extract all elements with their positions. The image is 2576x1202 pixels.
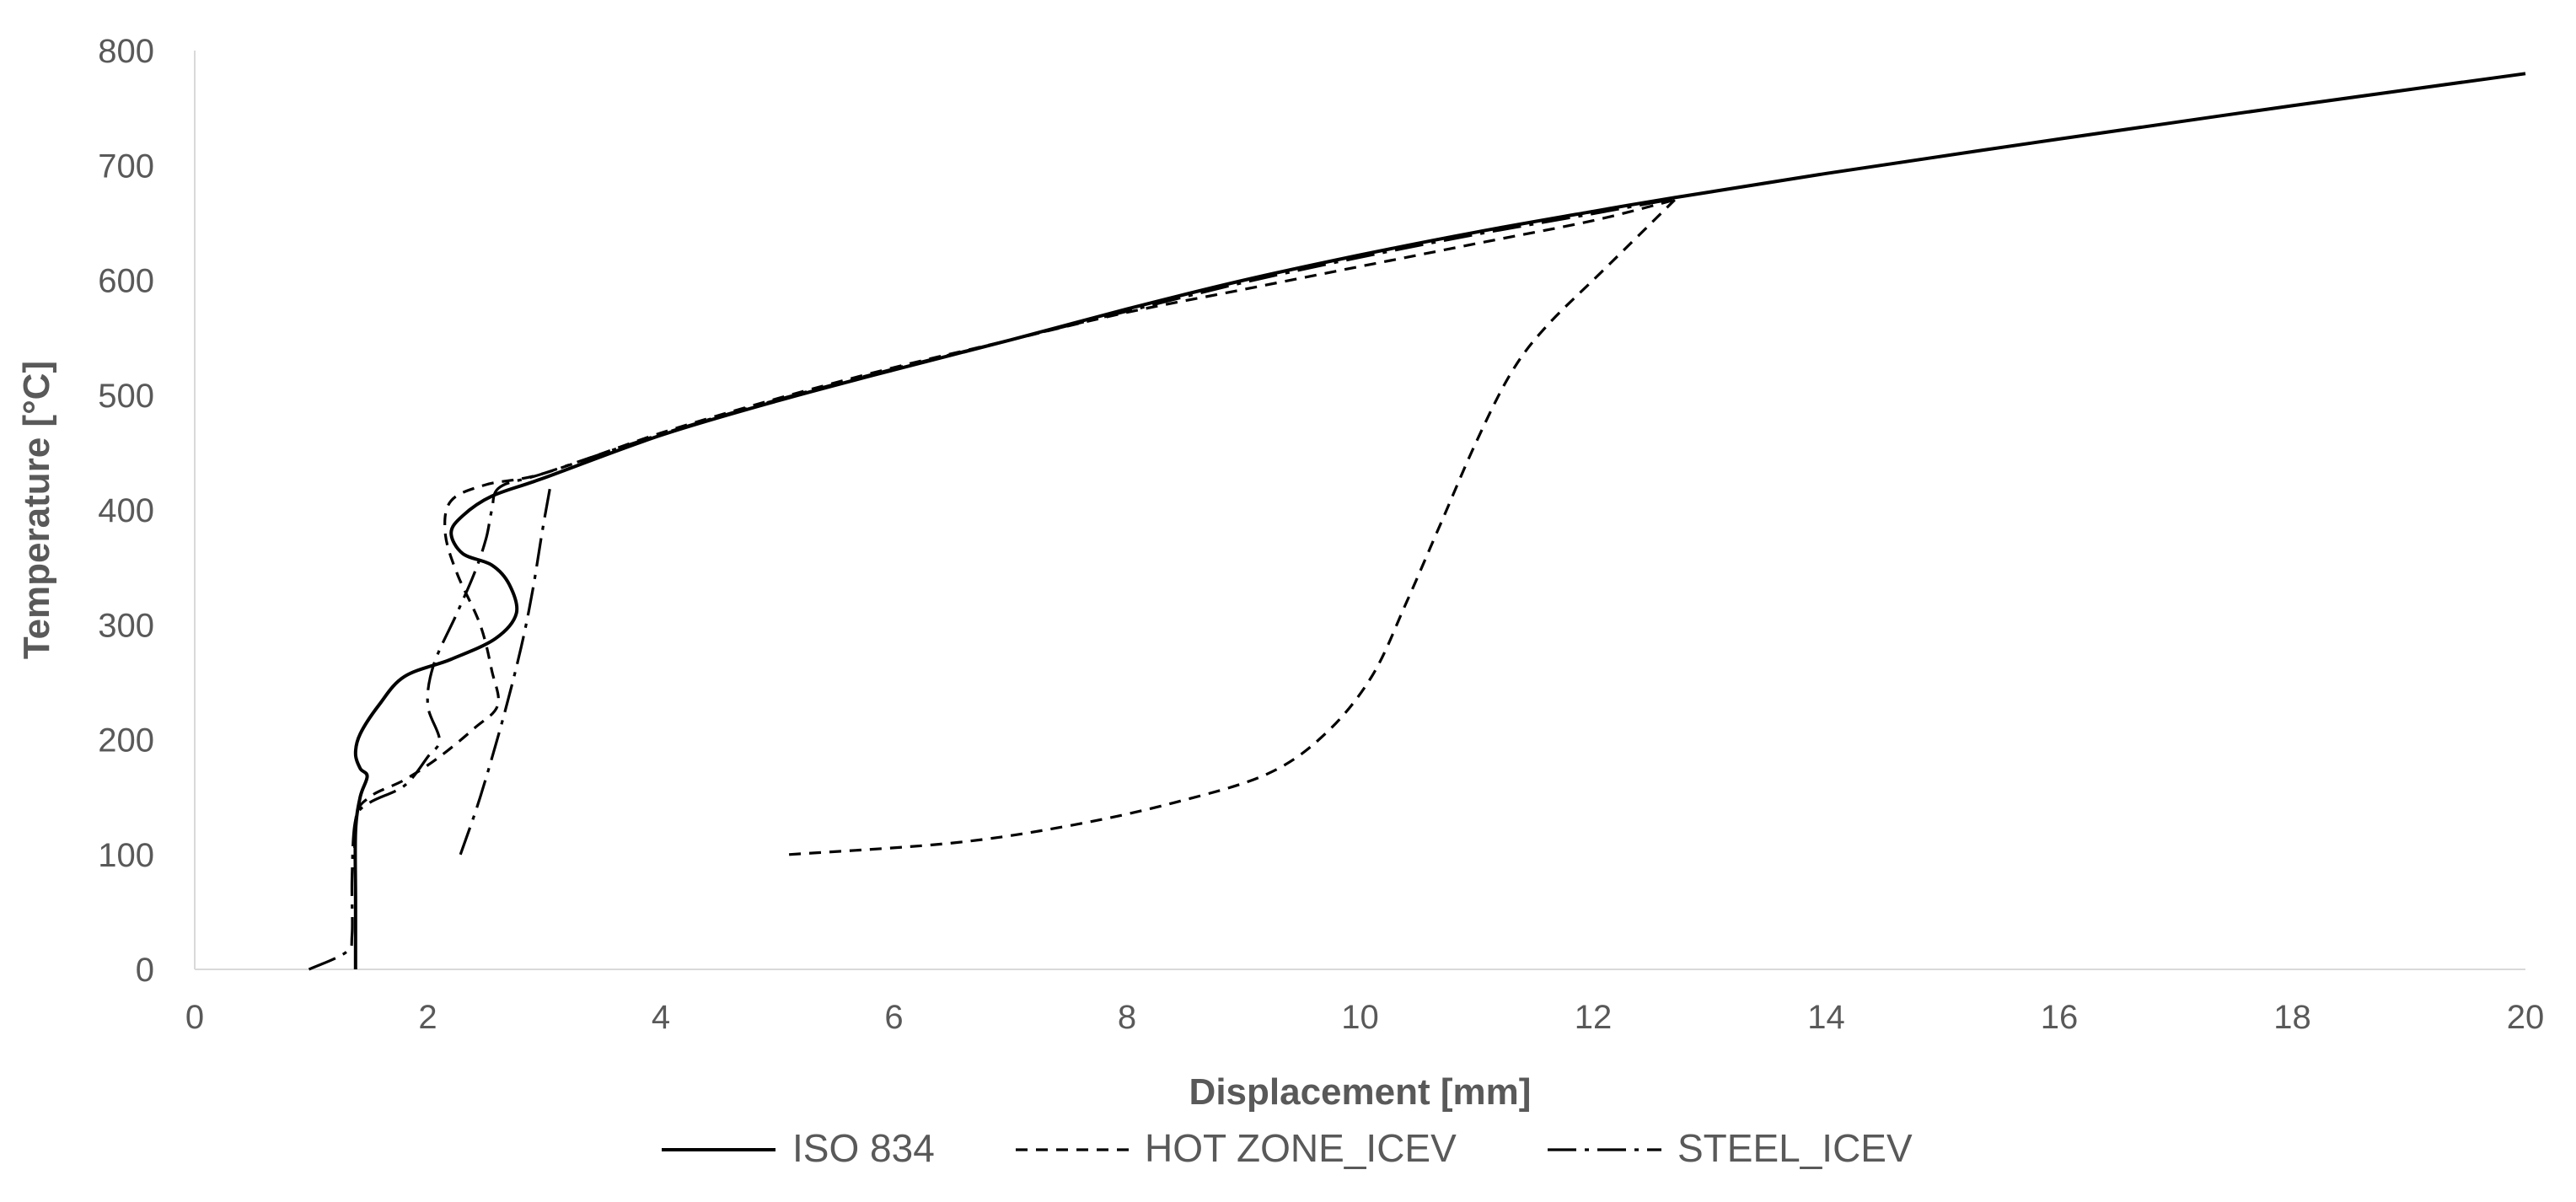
x-tick-label: 10	[1341, 999, 1379, 1036]
x-tick-label: 8	[1118, 999, 1136, 1036]
y-tick-label: 300	[98, 607, 154, 644]
y-axis-title-group: Temperature [°C]	[16, 361, 57, 659]
y-tick-label: 600	[98, 263, 154, 300]
y-tick-label: 100	[98, 837, 154, 874]
series-line-hot-zone-icev-1	[352, 198, 1676, 969]
legend-label-iso-834: ISO 834	[792, 1126, 935, 1170]
x-tick-label: 16	[2041, 999, 2079, 1036]
y-tick-label: 0	[136, 952, 154, 989]
y-axis-title: Temperature [°C]	[16, 361, 57, 659]
series-line-iso-834	[353, 72, 2526, 969]
y-tick-label: 200	[98, 722, 154, 759]
x-tick-label: 20	[2507, 999, 2545, 1036]
x-axis-title: Displacement [mm]	[1189, 1071, 1532, 1113]
series-line-steel-icev-1	[308, 197, 1676, 971]
x-tick-label: 6	[884, 999, 903, 1036]
x-tick-label: 12	[1575, 999, 1613, 1036]
y-tick-label: 800	[98, 33, 154, 70]
series-line-steel-icev-2	[459, 486, 552, 856]
x-tick-label: 4	[652, 999, 670, 1036]
x-tick-label: 0	[185, 999, 204, 1036]
y-tick-label: 400	[98, 492, 154, 529]
legend-label-steel-icev: STEEL_ICEV	[1677, 1126, 1913, 1170]
legend-label-hot-zone-icev: HOT ZONE_ICEV	[1145, 1126, 1457, 1170]
x-tick-label: 14	[1807, 999, 1845, 1036]
y-tick-label: 500	[98, 378, 154, 415]
x-tick-label: 2	[418, 999, 437, 1036]
series-line-hot-zone-icev-2	[788, 198, 1676, 856]
y-tick-label: 700	[98, 148, 154, 185]
x-tick-label: 18	[2273, 999, 2311, 1036]
